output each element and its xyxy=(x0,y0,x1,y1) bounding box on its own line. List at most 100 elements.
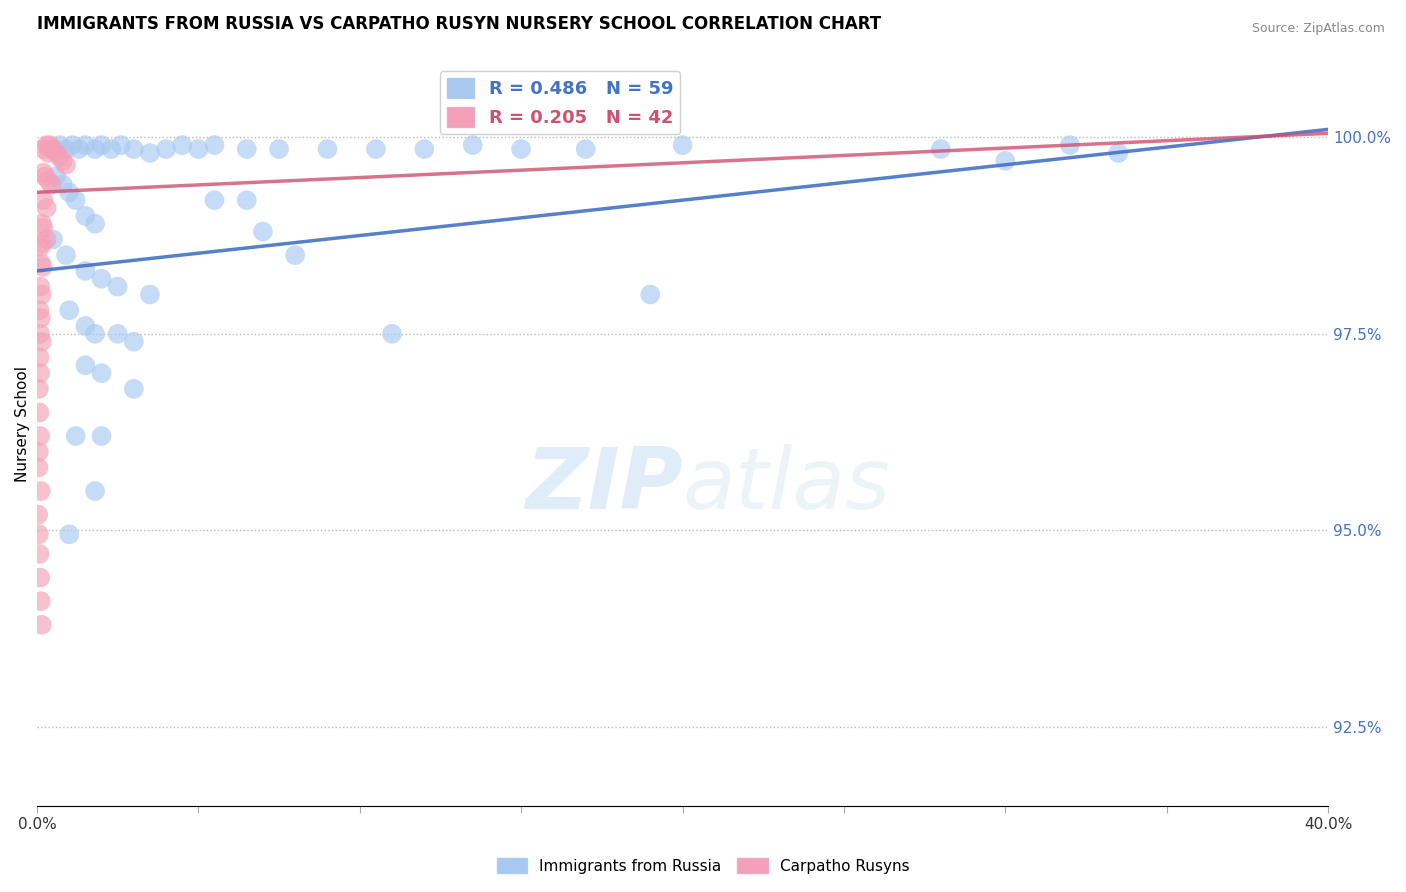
Point xyxy=(90,272,112,286)
Point xyxy=(37,145,59,160)
Legend: R = 0.486   N = 59, R = 0.205   N = 42: R = 0.486 N = 59, R = 0.205 N = 42 xyxy=(440,71,681,134)
Point xyxy=(84,217,107,231)
Point xyxy=(28,303,51,318)
Point xyxy=(30,326,52,341)
Point xyxy=(30,256,52,270)
Point xyxy=(107,279,129,293)
Point xyxy=(107,326,129,341)
Point xyxy=(32,220,55,235)
Point xyxy=(65,429,87,443)
Point xyxy=(100,142,122,156)
Point xyxy=(122,142,145,156)
Point xyxy=(31,334,53,349)
Point xyxy=(41,178,63,192)
Point xyxy=(55,158,77,172)
Point xyxy=(994,153,1017,168)
Point xyxy=(187,142,209,156)
Point xyxy=(110,138,132,153)
Point xyxy=(364,142,387,156)
Point xyxy=(58,303,80,318)
Point xyxy=(28,405,51,419)
Point xyxy=(35,138,58,153)
Point xyxy=(48,150,70,164)
Text: Source: ZipAtlas.com: Source: ZipAtlas.com xyxy=(1251,22,1385,36)
Point xyxy=(37,173,59,187)
Point xyxy=(31,287,53,301)
Point xyxy=(236,142,259,156)
Legend: Immigrants from Russia, Carpatho Rusyns: Immigrants from Russia, Carpatho Rusyns xyxy=(491,852,915,880)
Point xyxy=(30,311,52,326)
Point xyxy=(204,138,226,153)
Point xyxy=(42,232,65,246)
Point xyxy=(31,236,53,251)
Point xyxy=(28,547,51,561)
Point xyxy=(381,326,404,341)
Point xyxy=(30,429,52,443)
Point xyxy=(204,193,226,207)
Point xyxy=(35,232,58,246)
Point xyxy=(30,594,52,608)
Point xyxy=(34,169,56,184)
Point xyxy=(31,260,53,274)
Point xyxy=(28,382,51,396)
Point xyxy=(90,366,112,380)
Point xyxy=(316,142,339,156)
Point xyxy=(671,138,693,153)
Point xyxy=(84,142,107,156)
Point xyxy=(45,145,67,160)
Point xyxy=(252,225,274,239)
Point xyxy=(65,193,87,207)
Point xyxy=(27,460,49,475)
Point xyxy=(461,138,484,153)
Point xyxy=(30,366,52,380)
Point xyxy=(638,287,661,301)
Point xyxy=(42,142,65,156)
Point xyxy=(413,142,436,156)
Point xyxy=(42,142,65,156)
Y-axis label: Nursery School: Nursery School xyxy=(15,367,30,483)
Point xyxy=(62,138,84,153)
Point xyxy=(236,193,259,207)
Point xyxy=(75,264,97,278)
Point xyxy=(48,138,70,153)
Point xyxy=(75,138,97,153)
Point xyxy=(32,193,55,207)
Point xyxy=(75,358,97,372)
Point xyxy=(510,142,533,156)
Point xyxy=(575,142,598,156)
Point xyxy=(30,279,52,293)
Point xyxy=(172,138,194,153)
Point xyxy=(84,326,107,341)
Point xyxy=(28,444,51,458)
Point xyxy=(30,240,52,254)
Point xyxy=(38,138,60,153)
Text: atlas: atlas xyxy=(682,443,890,527)
Point xyxy=(58,186,80,200)
Text: IMMIGRANTS FROM RUSSIA VS CARPATHO RUSYN NURSERY SCHOOL CORRELATION CHART: IMMIGRANTS FROM RUSSIA VS CARPATHO RUSYN… xyxy=(37,15,882,33)
Point xyxy=(31,617,53,632)
Point xyxy=(267,142,290,156)
Point xyxy=(122,334,145,349)
Point xyxy=(1059,138,1081,153)
Point xyxy=(30,570,52,584)
Point xyxy=(55,142,77,156)
Point xyxy=(84,484,107,499)
Point xyxy=(122,382,145,396)
Point xyxy=(58,527,80,541)
Point xyxy=(31,217,53,231)
Point xyxy=(30,484,52,499)
Point xyxy=(139,145,162,160)
Text: ZIP: ZIP xyxy=(524,443,682,527)
Point xyxy=(32,166,55,180)
Point xyxy=(52,178,75,192)
Point xyxy=(28,351,51,365)
Point xyxy=(67,142,90,156)
Point xyxy=(75,209,97,223)
Point xyxy=(75,318,97,333)
Point xyxy=(32,142,55,156)
Point xyxy=(27,508,49,522)
Point xyxy=(1107,145,1129,160)
Point xyxy=(55,248,77,262)
Point xyxy=(45,169,67,184)
Point xyxy=(139,287,162,301)
